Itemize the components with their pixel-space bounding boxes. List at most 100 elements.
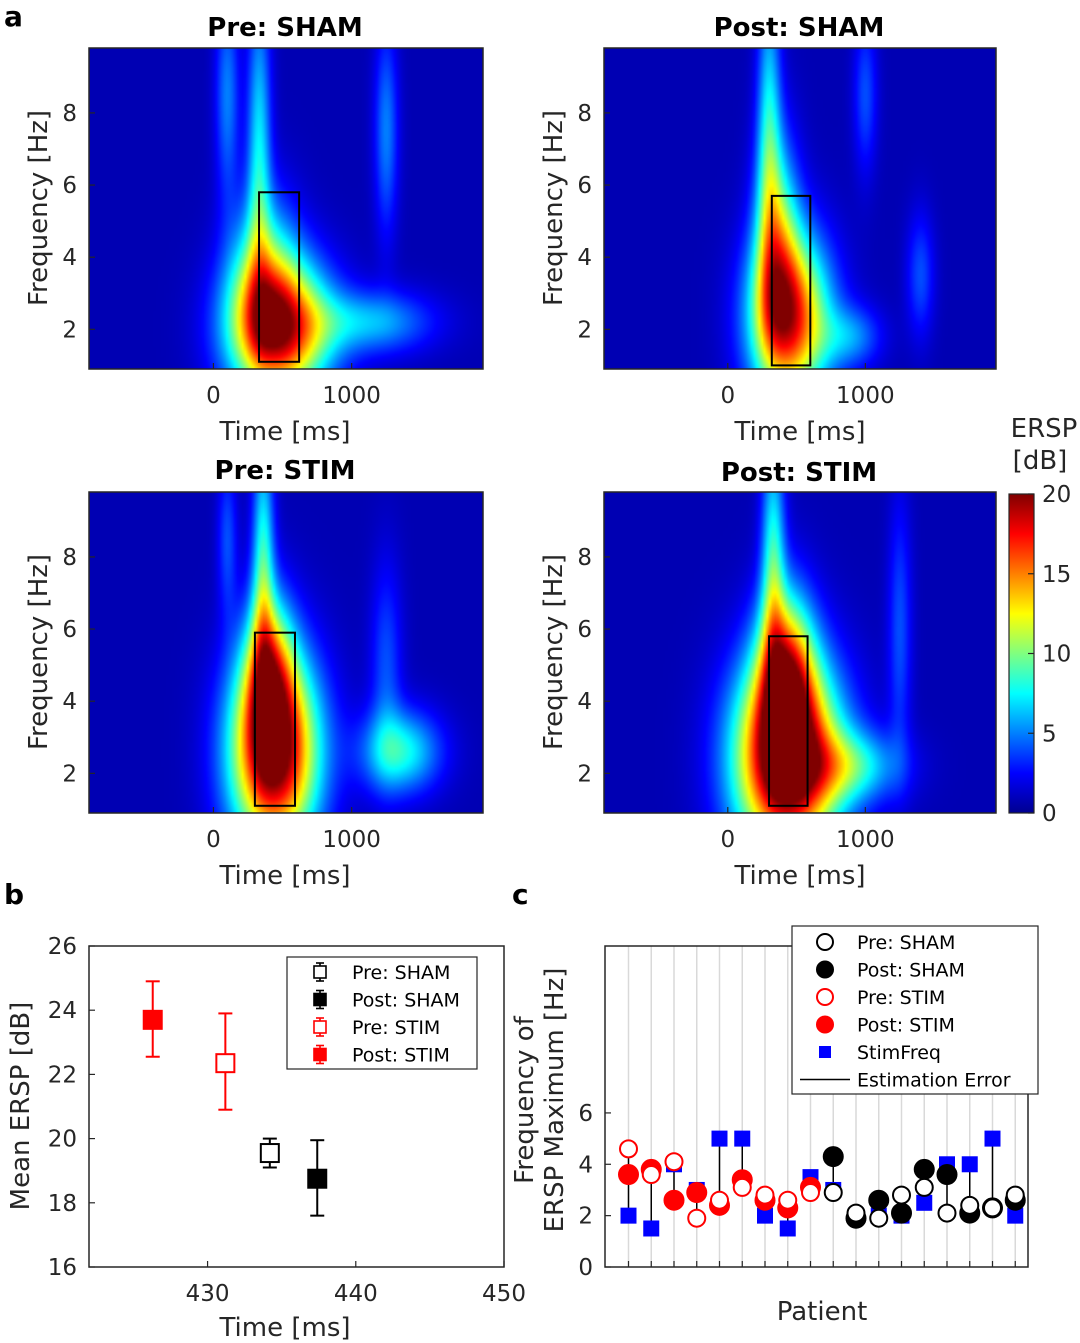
legend-label: Post: STIM xyxy=(857,1015,955,1037)
y-tick-label: 6 xyxy=(62,173,77,199)
pre-sham-marker xyxy=(960,1195,980,1215)
post-sham-marker xyxy=(822,1146,844,1168)
x-tick-label: 1000 xyxy=(836,383,895,409)
legend-marker-post-sham xyxy=(816,960,834,979)
pre-stim-marker xyxy=(710,1190,729,1210)
axes-frame xyxy=(88,945,505,1268)
heatmap-image xyxy=(89,492,483,813)
post-stim-marker xyxy=(663,1189,685,1211)
legend-label: Pre: SHAM xyxy=(352,962,450,984)
y-axis-label-line1: Frequency of xyxy=(510,1015,540,1183)
panel-label-a: a xyxy=(4,0,23,33)
x-tick-label: 1000 xyxy=(322,827,381,853)
y-tick-label: 8 xyxy=(62,545,77,571)
pre-sham-marker xyxy=(869,1208,889,1228)
stimfreq-marker xyxy=(757,1207,773,1224)
pre-sham-marker xyxy=(1005,1185,1025,1205)
y-tick-label: 26 xyxy=(48,934,77,960)
legend-marker-stimfreq xyxy=(819,1046,831,1058)
heatmap-title: Post: SHAM xyxy=(714,13,885,43)
pre-stim-marker xyxy=(687,1208,707,1228)
legend: Pre: SHAM Post: SHAM Pre: STIM Post: STIM St… xyxy=(791,925,1039,1095)
x-tick-label: 1000 xyxy=(322,383,381,409)
post-sham-marker xyxy=(868,1189,890,1211)
axes-frame xyxy=(603,491,997,814)
mean-ersp-plot: 430 440 450 16 18 20 22 24 26 Time [ms] Mean ERS… xyxy=(6,934,526,1343)
post-sham-marker xyxy=(913,1158,935,1180)
y-tick-label: 20 xyxy=(48,1127,77,1153)
y-tick-label: 2 xyxy=(62,317,77,343)
colorbar-unit: [dB] xyxy=(1013,446,1068,476)
legend-label: Estimation Error xyxy=(857,1070,1011,1092)
axes-frame xyxy=(88,47,484,370)
pre-sham-marker xyxy=(937,1203,957,1223)
heatmap-title: Pre: STIM xyxy=(215,456,356,486)
legend-label: Post: STIM xyxy=(352,1045,450,1067)
stimfreq-marker xyxy=(779,1220,796,1237)
heatmap-image xyxy=(604,48,996,369)
pre-stim-marker xyxy=(801,1183,820,1203)
roi-box xyxy=(770,194,812,367)
y-tick-label: 24 xyxy=(48,998,77,1024)
x-axis-label: Time [ms] xyxy=(733,417,865,447)
y-tick-label: 16 xyxy=(48,1255,77,1281)
y-tick-label: 4 xyxy=(62,689,77,715)
legend: Pre: SHAM Post: SHAM Pre: STIM Post: STIM xyxy=(286,956,478,1070)
legend-label: StimFreq xyxy=(857,1042,941,1064)
stimfreq-marker xyxy=(711,1130,728,1147)
legend-marker-pre-sham xyxy=(313,965,327,979)
y-tick-label: 6 xyxy=(577,173,592,199)
y-tick-label: 2 xyxy=(62,761,77,787)
colorbar-tick-label: 5 xyxy=(1042,721,1057,747)
roi-box xyxy=(768,635,809,807)
x-tick-label: 430 xyxy=(186,1281,230,1307)
pre-stim-marker xyxy=(732,1177,752,1197)
x-tick-label: 0 xyxy=(720,383,735,409)
y-axis-label-line2: ERSP Maximum [Hz] xyxy=(540,968,570,1233)
x-tick-label: 450 xyxy=(482,1281,526,1307)
y-axis-label: Frequency [Hz] xyxy=(24,110,54,306)
stimfreq-marker xyxy=(961,1156,978,1173)
colorbar-tick-label: 10 xyxy=(1042,642,1071,668)
y-tick-label: 4 xyxy=(577,245,592,271)
y-tick-label: 8 xyxy=(577,101,592,127)
y-tick-label: 4 xyxy=(62,245,77,271)
heatmap-image xyxy=(89,48,483,369)
ersp-max-frequency-plot: 0 2 4 6 Patient Frequency of ERSP Maximum [… xyxy=(510,925,1039,1327)
post-sham-marker xyxy=(936,1164,958,1186)
post-stim-marker xyxy=(618,1164,639,1186)
stimfreq-marker xyxy=(1007,1207,1024,1224)
marker-post-sham xyxy=(307,1168,328,1189)
heatmap-pre-stim: Pre: STIM 0 1000 2 4 6 8 Time [ms] Frequency … xyxy=(24,456,484,891)
colorbar-tick-label: 0 xyxy=(1042,801,1057,827)
pre-sham-marker xyxy=(892,1185,911,1205)
post-stim-marker xyxy=(686,1182,708,1204)
x-tick-label: 0 xyxy=(206,383,221,409)
y-tick-label: 4 xyxy=(578,1152,593,1178)
y-tick-label: 8 xyxy=(577,545,592,571)
colorbar: ERSP [dB] 0 5 10 15 20 xyxy=(1008,414,1077,827)
y-axis-label: Frequency [Hz] xyxy=(539,554,569,750)
pre-stim-marker xyxy=(641,1165,661,1185)
legend-marker-pre-stim xyxy=(313,1020,327,1034)
pre-stim-marker xyxy=(619,1139,638,1159)
pre-sham-marker xyxy=(846,1203,866,1223)
pre-stim-marker xyxy=(778,1190,798,1210)
heatmap-post-sham: Post: SHAM 0 1000 2 4 6 8 Time [ms] Frequency… xyxy=(539,13,997,447)
legend-label: Post: SHAM xyxy=(857,960,965,982)
y-tick-label: 6 xyxy=(577,617,592,643)
stimfreq-marker xyxy=(984,1130,1001,1147)
pre-stim-marker xyxy=(755,1185,775,1205)
axes-frame xyxy=(603,47,997,370)
y-tick-label: 6 xyxy=(62,617,77,643)
legend-label: Pre: SHAM xyxy=(857,932,955,954)
legend-marker-post-sham xyxy=(313,992,327,1007)
stimfreq-marker xyxy=(734,1130,751,1147)
pre-sham-marker xyxy=(914,1177,934,1197)
y-axis-label: Frequency [Hz] xyxy=(539,110,569,306)
colorbar-tick-label: 15 xyxy=(1042,562,1071,588)
legend-marker-pre-sham xyxy=(816,933,834,951)
post-sham-marker xyxy=(891,1202,912,1224)
legend-label: Post: SHAM xyxy=(352,990,460,1012)
roi-box xyxy=(258,191,301,363)
